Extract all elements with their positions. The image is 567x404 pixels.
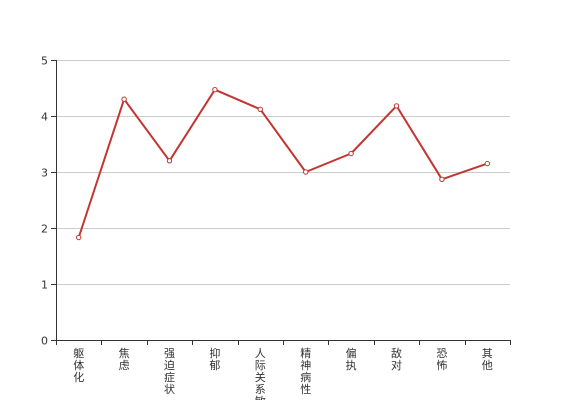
- data-point: [484, 160, 490, 167]
- x-tick-label: 敌对: [391, 346, 402, 372]
- grid-lines: [56, 60, 510, 285]
- x-tick-label: 抑郁: [209, 346, 220, 372]
- x-tick-label: 精神病性: [300, 347, 311, 396]
- x-tick-label: 躯体化: [73, 347, 84, 384]
- data-point: [393, 103, 400, 109]
- y-tick-label: 1: [41, 279, 48, 292]
- y-tick-label: 0: [41, 335, 48, 348]
- tick-labels: 0 1 2 3 4 5 躯体化 焦虑 强迫症状 抑郁 人际关系敏感 精神病性 偏执 敌对 恐怖 其他: [41, 55, 493, 404]
- data-point: [121, 96, 127, 102]
- data-point: [166, 158, 173, 164]
- x-tick-label: 其他: [482, 347, 493, 372]
- series-line: [77, 88, 488, 238]
- axes: [51, 60, 511, 345]
- series-layer: [76, 86, 490, 241]
- data-point: [439, 176, 445, 182]
- y-tick-label: 2: [41, 223, 48, 236]
- y-tick-label: 5: [41, 55, 48, 68]
- data-point: [303, 169, 309, 175]
- x-tick-label: 恐怖: [436, 347, 447, 372]
- x-tick-label: 强迫症状: [164, 347, 175, 396]
- data-point: [212, 86, 218, 93]
- x-tick-label: 焦虑: [119, 347, 130, 372]
- y-tick-label: 3: [41, 167, 48, 180]
- data-point: [257, 106, 263, 112]
- x-tick-label: 人际关系敏感: [255, 347, 266, 400]
- y-tick-label: 4: [41, 111, 48, 124]
- data-point: [76, 234, 82, 241]
- x-tick-label: 偏执: [346, 346, 357, 372]
- data-point: [348, 150, 354, 157]
